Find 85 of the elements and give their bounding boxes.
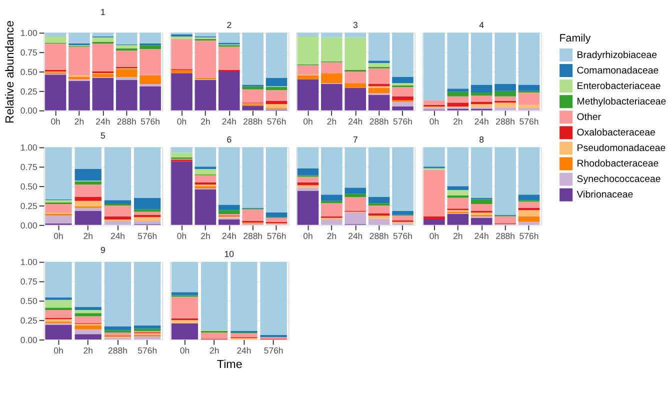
legend-label: Vibrionaceae (576, 190, 634, 201)
y-tick-label: 1.00 (20, 257, 38, 268)
x-tick-label: 24h (110, 231, 126, 242)
x-tick-label: 576h (266, 116, 286, 126)
y-tick-label: 0.25 (20, 86, 38, 96)
y-tick-label: 1.00 (20, 142, 38, 153)
y-tick-label: 0.50 (20, 181, 38, 192)
x-tick-label: 0h (303, 116, 313, 126)
x-tick-label: 2h (453, 116, 463, 126)
chart-title: 9 (100, 245, 106, 256)
x-tick-label: 0h (429, 231, 440, 242)
chart-title: 5 (100, 130, 106, 141)
x-tick-label: 576h (519, 231, 539, 242)
x-tick-label: 0h (54, 346, 64, 356)
legend-label: Bradyrhizobiaceae (576, 50, 658, 61)
y-tick-label: 0.00 (20, 220, 38, 230)
x-tick-label: 2h (326, 231, 337, 242)
x-tick-label: 0h (180, 346, 190, 356)
x-tick-label: 2h (209, 346, 220, 356)
x-tick-label: 24h (474, 231, 490, 242)
x-tick-label: 576h (393, 231, 413, 242)
y-tick-label: 0.50 (20, 66, 38, 77)
x-tick-label: 576h (519, 116, 539, 126)
y-tick-label: 0.25 (20, 315, 38, 326)
chart-title: 1 (100, 7, 106, 18)
x-tick-label: 2h (200, 231, 210, 242)
y-tick-label: 0.00 (20, 334, 38, 345)
x-tick-label: 2h (200, 116, 210, 126)
legend-label: Oxalobacteraceae (576, 128, 656, 139)
x-tick-label: 0h (429, 116, 440, 126)
x-tick-label: 24h (236, 346, 252, 356)
x-axis-title: Time (216, 358, 242, 372)
x-tick-label: 0h (176, 116, 187, 126)
x-tick-label: 288h (116, 116, 136, 126)
legend-label: Methylobacteriaceae (576, 96, 666, 108)
y-tick-label: 0.00 (20, 106, 38, 116)
y-tick-label: 0.75 (20, 47, 38, 58)
chart-title: 10 (224, 248, 234, 259)
legend-label: Rhodobacteraceae (576, 158, 659, 170)
x-tick-label: 2h (74, 116, 84, 126)
x-tick-label: 2h (83, 231, 94, 242)
x-tick-label: 288h (496, 116, 516, 126)
x-tick-label: 288h (369, 116, 389, 126)
x-tick-label: 288h (243, 116, 263, 126)
chart-title: 6 (226, 134, 232, 144)
x-tick-label: 576h (140, 116, 160, 126)
legend-label: Enterobacteriaceae (576, 80, 661, 92)
chart-title: 2 (226, 20, 232, 30)
x-tick-label: 576h (138, 346, 158, 356)
y-axis-title: Relative abundance (4, 20, 17, 124)
x-tick-label: 576h (393, 116, 413, 126)
y-tick-label: 0.75 (20, 162, 38, 172)
x-tick-label: 288h (496, 231, 516, 242)
legend-title: Family (559, 32, 592, 44)
x-tick-label: 2h (326, 116, 337, 126)
x-tick-label: 288h (243, 231, 263, 242)
chart-title: 8 (479, 134, 484, 144)
x-tick-label: 576h (264, 346, 284, 356)
x-tick-label: 24h (222, 231, 237, 242)
y-tick-label: 0.50 (20, 296, 38, 306)
x-tick-label: 288h (108, 346, 128, 356)
chart-title: 7 (352, 134, 358, 144)
x-tick-label: 24h (222, 116, 237, 126)
x-tick-label: 24h (96, 116, 110, 126)
legend-label: Comamonadaceae (576, 65, 659, 76)
x-tick-label: 24h (474, 116, 490, 126)
x-tick-label: 0h (50, 116, 61, 126)
y-tick-label: 1.00 (20, 28, 38, 38)
chart-title: 4 (479, 20, 484, 30)
x-tick-label: 576h (266, 231, 286, 242)
x-tick-label: 576h (138, 231, 158, 242)
x-tick-label: 2h (83, 346, 94, 356)
chart-title: 3 (352, 20, 358, 30)
x-tick-label: 0h (176, 231, 187, 242)
x-tick-label: 288h (369, 231, 389, 242)
x-tick-label: 2h (453, 231, 463, 242)
x-tick-label: 0h (54, 231, 64, 242)
y-tick-label: 0.25 (20, 200, 38, 211)
legend-label: Synechococcaceae (576, 174, 661, 186)
x-tick-label: 0h (303, 231, 313, 242)
legend-label: Other (576, 112, 602, 124)
x-tick-label: 24h (348, 231, 363, 242)
legend-label: Pseudomonadaceae (576, 143, 666, 154)
x-tick-label: 24h (348, 116, 363, 126)
y-tick-label: 0.75 (20, 276, 38, 287)
